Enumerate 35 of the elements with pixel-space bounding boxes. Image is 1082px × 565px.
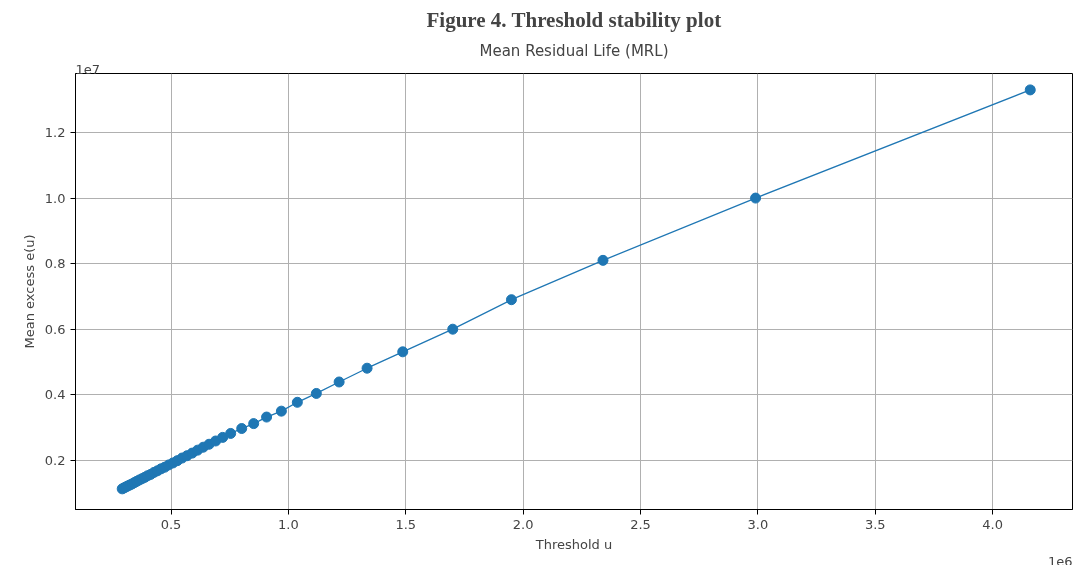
point <box>225 427 237 439</box>
text: 1e6 <box>1047 553 1073 565</box>
x-tick-label: 4.0 <box>982 516 1004 532</box>
point <box>291 396 303 408</box>
point <box>275 405 287 417</box>
y-tick-label: 0.8 <box>44 256 66 272</box>
annotation: 1e7 <box>75 61 101 77</box>
point <box>248 418 260 430</box>
y-tick-label: 0.4 <box>44 387 66 403</box>
point <box>505 294 517 306</box>
point <box>361 362 373 374</box>
point <box>447 323 459 335</box>
point <box>236 423 248 435</box>
y-tick-label: 0.2 <box>44 452 66 468</box>
y-axis-title: Mean excess e(u) <box>21 234 37 349</box>
point <box>750 192 762 204</box>
y-tick-label: 1.0 <box>44 190 66 206</box>
x-tick-label: 2.0 <box>512 516 534 532</box>
point <box>333 376 345 388</box>
y-tick-label: 0.6 <box>44 321 66 337</box>
x-tick-label: 2.5 <box>630 516 651 532</box>
chart-subtitle: Mean Residual Life (MRL) <box>479 41 669 60</box>
point <box>597 254 609 266</box>
point <box>310 387 322 399</box>
point <box>261 411 273 423</box>
chart-title: Figure 4. Threshold stability plot <box>426 7 722 32</box>
x-tick-label: 3.0 <box>747 516 769 532</box>
point <box>397 346 409 358</box>
point <box>1024 84 1036 96</box>
x-tick-label: 1.5 <box>395 516 417 532</box>
x-tick-label: 3.5 <box>864 516 886 532</box>
x-tick-label: 1.0 <box>278 516 299 532</box>
x-axis-title: Threshold u <box>534 536 613 552</box>
y-tick-label: 1.2 <box>44 125 66 141</box>
x-tick-label: 0.5 <box>160 516 182 532</box>
